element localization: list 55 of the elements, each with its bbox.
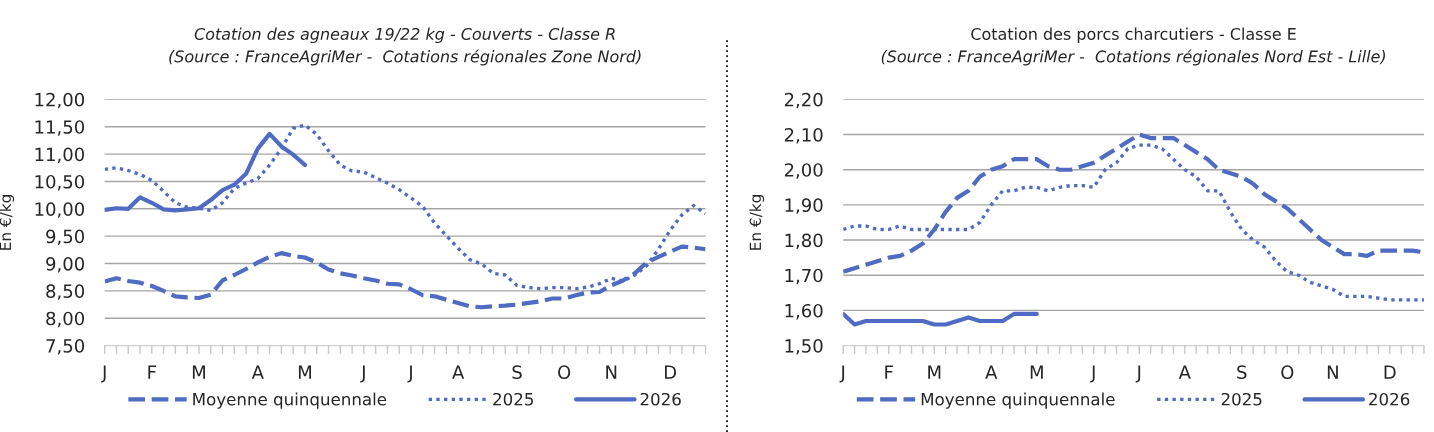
x-tick-label: F xyxy=(148,365,156,379)
line-series xyxy=(843,311,1039,327)
legend-label: Moyenne quinquennale xyxy=(921,392,1115,409)
chart-title: Cotation des agneaux 19/22 kg - Couverts - Classe R xyxy=(194,27,615,44)
y-tick-label: 9,50 xyxy=(46,229,85,246)
y-tick-label: 12,00 xyxy=(35,92,85,109)
y-tick-label: 10,00 xyxy=(35,202,85,218)
x-tick-label: N xyxy=(606,365,617,379)
x-tick-label: A xyxy=(1178,365,1191,379)
y-tick-label: 11,00 xyxy=(35,147,85,164)
chart-subtitle: (Source : FranceAgriMer - Cotations régionales Nord Est - Lille) xyxy=(881,49,1386,66)
x-tick-label: S xyxy=(1237,365,1247,380)
x-tick-label: N xyxy=(1327,365,1338,379)
x-tick-label: M xyxy=(1030,365,1043,379)
x-tick-label: M xyxy=(298,365,311,379)
legend-label: 2026 xyxy=(640,392,681,406)
y-tick-label: 2,20 xyxy=(784,92,823,109)
y-tick-label: 1,50 xyxy=(785,339,823,355)
x-tick-label: A xyxy=(251,365,264,379)
x-tick-label: J xyxy=(839,365,845,383)
y-tick-label: 2,00 xyxy=(784,163,823,179)
y-tick-label: 1,90 xyxy=(785,198,823,214)
y-tick-label: 8,00 xyxy=(46,311,85,328)
y-tick-label: 2,10 xyxy=(784,128,823,144)
legend-label: 2025 xyxy=(493,392,533,406)
x-tick-label: A xyxy=(452,365,465,379)
x-tick-label: D xyxy=(1384,365,1396,379)
x-tick-label: J xyxy=(1090,365,1095,383)
chart-subtitle: (Source : FranceAgriMer - Cotations régionales Zone Nord) xyxy=(169,49,641,66)
x-tick-label: D xyxy=(665,365,677,379)
y-tick-label: 1,80 xyxy=(785,233,823,250)
x-tick-label: F xyxy=(885,365,893,379)
y-tick-label: 7,50 xyxy=(46,339,85,355)
y-axis-title: En €/kg xyxy=(0,195,15,250)
x-tick-label: J xyxy=(360,365,365,383)
x-tick-label: M xyxy=(192,365,205,379)
x-tick-label: M xyxy=(928,365,941,379)
y-tick-label: 9,00 xyxy=(46,256,85,273)
x-tick-label: J xyxy=(407,365,412,383)
legend-label: 2026 xyxy=(1369,392,1410,406)
x-tick-label: O xyxy=(558,365,571,380)
x-tick-label: S xyxy=(512,365,522,380)
y-axis-title: En €/kg xyxy=(749,195,765,250)
y-tick-label: 11,50 xyxy=(35,120,85,136)
x-tick-label: J xyxy=(1135,365,1141,383)
y-tick-label: 1,70 xyxy=(785,268,823,285)
y-tick-label: 10,50 xyxy=(35,174,85,191)
legend-label: 2025 xyxy=(1221,392,1262,406)
x-tick-label: J xyxy=(101,365,106,383)
y-tick-label: 8,50 xyxy=(46,284,85,300)
legend-label: Moyenne quinquennale xyxy=(193,392,387,409)
x-tick-label: O xyxy=(1281,365,1294,380)
chart-title: Cotation des porcs charcutiers - Classe E xyxy=(971,27,1296,44)
x-tick-label: A xyxy=(985,365,998,379)
y-tick-label: 1,60 xyxy=(785,303,823,320)
